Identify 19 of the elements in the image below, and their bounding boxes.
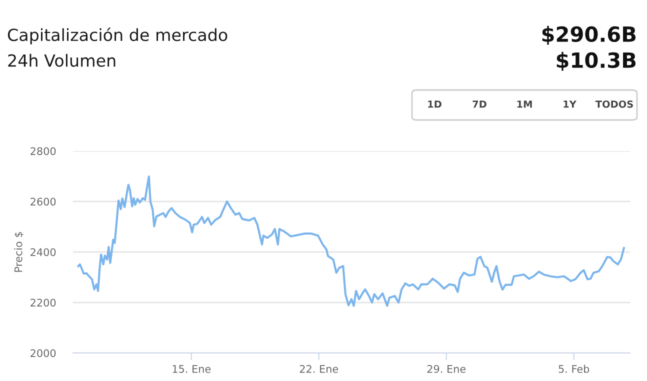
y-tick-label: 2400 xyxy=(30,248,56,256)
text: Capitalización de mercado xyxy=(8,28,228,44)
text: 24h Volumen xyxy=(8,54,116,67)
text: 1M xyxy=(517,100,532,108)
text: 1D xyxy=(428,100,442,108)
y-tick-label: 2600 xyxy=(30,198,56,206)
x-tick-label: 22. Ene xyxy=(300,364,338,373)
x-tick-label: 5. Feb xyxy=(558,364,590,373)
y-tick-label: 2800 xyxy=(30,147,56,156)
y-tick-label: 2000 xyxy=(30,349,56,358)
x-tick-label: 29. Ene xyxy=(427,364,466,373)
x-tick-label: 15. Ene xyxy=(172,365,211,373)
text: 1Y xyxy=(564,100,576,108)
y-axis-title: Precio $ xyxy=(14,232,24,272)
text: $290.6B xyxy=(542,26,636,45)
y-tick-label: 2200 xyxy=(30,298,56,307)
text: 7D xyxy=(472,100,486,108)
text: TODOS xyxy=(595,100,633,108)
text: $10.3B xyxy=(556,52,636,71)
